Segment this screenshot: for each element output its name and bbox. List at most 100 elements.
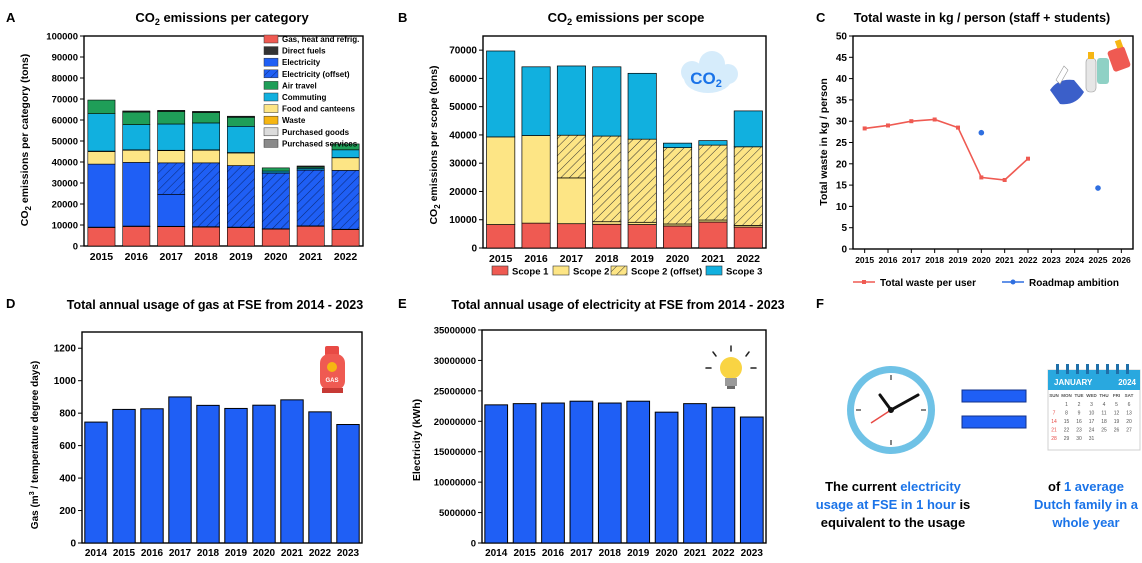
calendar-date: 26 bbox=[1114, 428, 1120, 434]
data-point-total-waste bbox=[933, 117, 937, 121]
y-tick-label: 20000 bbox=[449, 187, 477, 198]
svg-text:2024: 2024 bbox=[1118, 378, 1136, 387]
bar bbox=[513, 404, 536, 543]
bar-segment bbox=[593, 67, 621, 136]
legend-label: Commuting bbox=[282, 93, 327, 102]
x-tick-label: 2014 bbox=[485, 548, 508, 558]
legend-swatch bbox=[264, 105, 278, 113]
calendar-date: 14 bbox=[1051, 419, 1057, 425]
legend-swatch bbox=[264, 70, 278, 78]
legend-swatch bbox=[611, 266, 627, 275]
x-tick-label: 2018 bbox=[925, 255, 944, 265]
bar bbox=[197, 405, 219, 543]
bar-segment bbox=[297, 170, 324, 226]
legend-label: Purchased goods bbox=[282, 128, 350, 137]
legend-swatch bbox=[264, 35, 278, 43]
calendar-date: 4 bbox=[1103, 402, 1106, 408]
calendar-date: 13 bbox=[1126, 411, 1132, 417]
y-tick-label: 20 bbox=[836, 159, 848, 170]
calendar-date: 8 bbox=[1065, 411, 1068, 417]
legend-label: Food and canteens bbox=[282, 105, 355, 114]
calendar-day-label: FRI bbox=[1113, 393, 1120, 398]
x-tick-label: 2019 bbox=[627, 548, 650, 558]
x-tick-label: 2018 bbox=[595, 253, 619, 265]
data-point-total-waste bbox=[886, 123, 890, 127]
bar-segment bbox=[593, 136, 621, 222]
bar-segment bbox=[522, 135, 550, 223]
x-tick-label: 2019 bbox=[225, 548, 248, 558]
x-tick-label: 2020 bbox=[253, 548, 276, 558]
bar-segment bbox=[123, 150, 150, 162]
calendar-date: 11 bbox=[1101, 411, 1106, 417]
panel-letter-f: F bbox=[816, 296, 824, 311]
bar-segment bbox=[734, 111, 762, 147]
y-tick-label: 40000 bbox=[52, 158, 78, 169]
bar-segment bbox=[158, 163, 185, 195]
x-tick-label: 2021 bbox=[281, 548, 304, 558]
y-tick-label: 60000 bbox=[449, 74, 477, 85]
bar-segment bbox=[332, 158, 359, 171]
legend-label: Scope 1 bbox=[512, 267, 549, 278]
calendar-date: 6 bbox=[1128, 402, 1131, 408]
legend-label: Scope 3 bbox=[726, 267, 762, 278]
bar-segment bbox=[557, 224, 585, 248]
calendar-day-label: SUN bbox=[1049, 393, 1059, 398]
y-tick-label: 5000000 bbox=[439, 508, 476, 519]
y-tick-label: 50 bbox=[836, 32, 848, 43]
y-tick-label: 20000000 bbox=[434, 417, 476, 428]
x-tick-label: 2018 bbox=[197, 548, 220, 558]
y-tick-label: 600 bbox=[59, 441, 76, 452]
bar-segment bbox=[593, 222, 621, 225]
x-tick-label: 2018 bbox=[194, 251, 218, 263]
calendar-date: 19 bbox=[1114, 419, 1120, 425]
panel-letter-d: D bbox=[6, 296, 15, 311]
x-tick-label: 2017 bbox=[902, 255, 921, 265]
x-tick-label: 2015 bbox=[855, 255, 874, 265]
y-tick-label: 0 bbox=[471, 244, 477, 255]
panel-e-ylabel: Electricity (kWh) bbox=[411, 399, 423, 481]
bar bbox=[627, 401, 650, 543]
x-tick-label: 2021 bbox=[299, 251, 323, 263]
calendar-date: 10 bbox=[1089, 411, 1095, 417]
data-point-total-waste bbox=[863, 126, 867, 130]
calendar-date: 27 bbox=[1126, 428, 1132, 434]
bar-segment bbox=[227, 116, 254, 117]
bar-segment bbox=[522, 223, 550, 248]
y-tick-label: 50000 bbox=[449, 102, 477, 113]
legend-swatch bbox=[264, 81, 278, 89]
x-tick-label: 2016 bbox=[879, 255, 898, 265]
bar-segment bbox=[487, 51, 515, 137]
series-line-total-waste bbox=[865, 119, 1028, 179]
x-tick-label: 2019 bbox=[949, 255, 968, 265]
legend-label: Roadmap ambition bbox=[1029, 278, 1119, 289]
panel-letter-c: C bbox=[816, 10, 826, 25]
bar-segment bbox=[192, 123, 219, 150]
bar-segment bbox=[297, 226, 324, 246]
bar-segment bbox=[192, 227, 219, 246]
bar bbox=[598, 403, 621, 543]
bar-segment bbox=[699, 141, 727, 146]
legend-swatch bbox=[264, 128, 278, 136]
bar-segment bbox=[663, 226, 691, 248]
bar-segment bbox=[332, 170, 359, 229]
x-tick-label: 2022 bbox=[334, 251, 358, 263]
y-tick-label: 0 bbox=[73, 242, 78, 253]
bar-segment bbox=[487, 137, 515, 225]
bar-segment bbox=[487, 225, 515, 248]
y-tick-label: 40 bbox=[836, 74, 848, 85]
x-tick-label: 2025 bbox=[1089, 255, 1108, 265]
calendar-day-label: TUE bbox=[1075, 393, 1084, 398]
panel-letter-e: E bbox=[398, 296, 407, 311]
panel-d-title: Total annual usage of gas at FSE from 20… bbox=[67, 298, 363, 312]
bar-segment bbox=[158, 124, 185, 150]
bar-segment bbox=[123, 162, 150, 226]
legend-marker bbox=[862, 280, 866, 284]
y-tick-label: 45 bbox=[836, 53, 848, 64]
legend-marker bbox=[1011, 280, 1016, 285]
panel-a-ylabel: CO2 emissions per category (tons) bbox=[19, 54, 33, 227]
bar-segment bbox=[192, 163, 219, 227]
y-tick-label: 10000 bbox=[449, 215, 477, 226]
calendar-date: 7 bbox=[1053, 411, 1056, 417]
